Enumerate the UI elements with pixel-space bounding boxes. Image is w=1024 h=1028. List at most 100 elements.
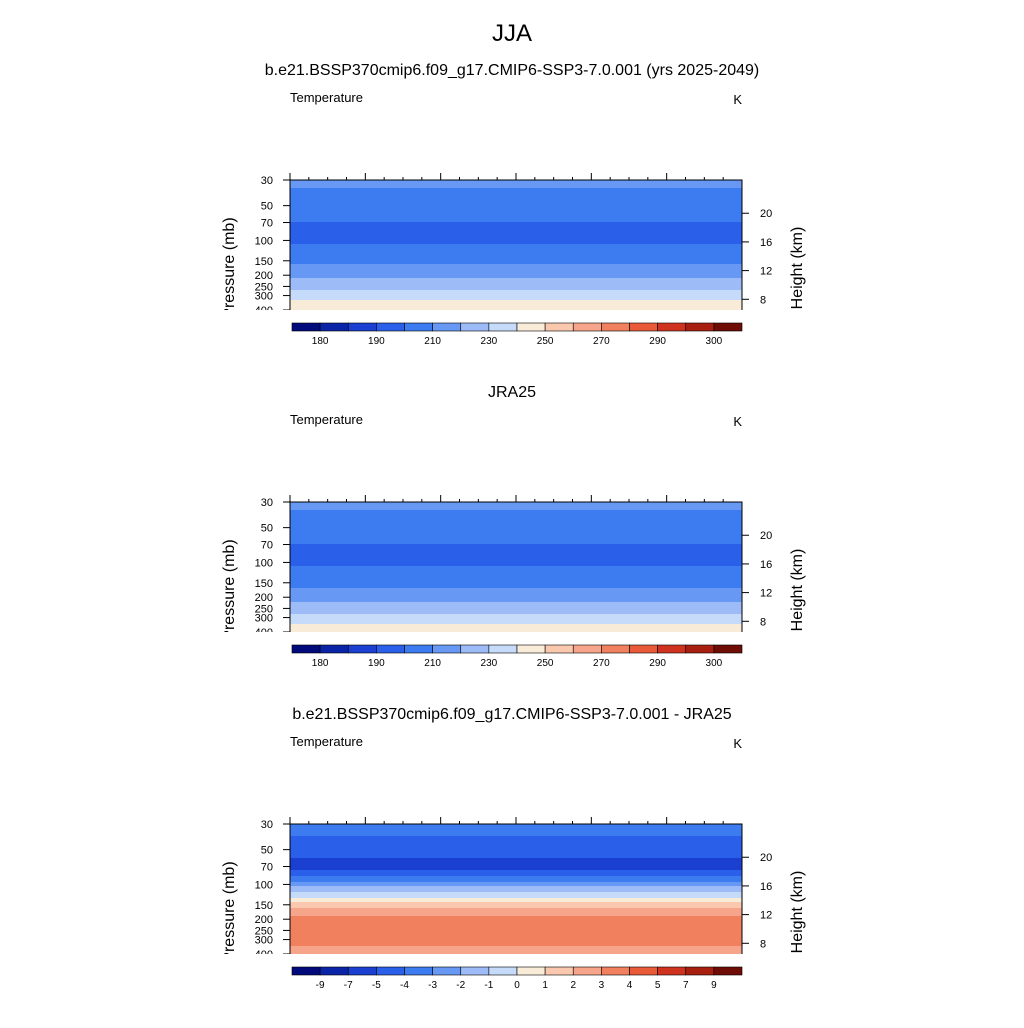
contour-band xyxy=(290,218,742,221)
contour-band xyxy=(290,598,742,601)
y-tick-label: 70 xyxy=(261,540,273,552)
contour-band xyxy=(290,940,742,943)
contour-band xyxy=(290,564,742,567)
colorbar-label: 0 xyxy=(514,980,520,990)
colorbar-label: -4 xyxy=(400,980,409,990)
colorbar-swatch xyxy=(432,322,462,332)
colorbar-swatch xyxy=(516,322,546,332)
contour-band xyxy=(290,580,742,583)
y-tick-label: 100 xyxy=(255,557,273,569)
colorbar-swatch xyxy=(544,322,574,332)
contour-band xyxy=(290,624,742,627)
contour-band xyxy=(290,502,742,505)
contour-band xyxy=(290,578,742,581)
contour-band xyxy=(290,838,742,841)
contour-band xyxy=(290,576,742,579)
contour-band xyxy=(290,184,742,187)
y-tick-label: 300 xyxy=(255,291,273,303)
y2-tick-label: 16 xyxy=(760,237,772,249)
colorbar-swatch xyxy=(657,322,687,332)
contour-band xyxy=(290,864,742,867)
colorbar-swatch xyxy=(404,966,433,976)
contour-band xyxy=(290,904,742,907)
contour-band xyxy=(290,558,742,561)
contour-band xyxy=(290,572,742,575)
units-label: K xyxy=(733,92,742,107)
colorbar-swatch xyxy=(713,966,743,976)
contour-band xyxy=(290,592,742,595)
contour-band xyxy=(290,200,742,203)
y-tick-label: 300 xyxy=(255,935,273,947)
y2-axis-label: Height (km) xyxy=(789,549,806,632)
contour-band xyxy=(290,232,742,235)
y-tick-label: 50 xyxy=(261,845,273,857)
contour-band xyxy=(290,286,742,289)
contour-band xyxy=(290,630,742,632)
contour-band xyxy=(290,574,742,577)
contour-band xyxy=(290,622,742,625)
contour-band xyxy=(290,856,742,859)
contour-band xyxy=(290,848,742,851)
contour-band xyxy=(290,506,742,509)
y-tick-label: 300 xyxy=(255,613,273,625)
contour-band xyxy=(290,252,742,255)
contour-band xyxy=(290,916,742,919)
colorbar-label: 1 xyxy=(542,980,548,990)
contour-band xyxy=(290,238,742,241)
y-axis-label: Pressure (mb) xyxy=(221,217,238,310)
colorbar-label: 9 xyxy=(711,980,717,990)
colorbar-swatch xyxy=(601,322,630,332)
colorbar-swatch xyxy=(657,966,687,976)
contour-band xyxy=(290,246,742,249)
colorbar-label: 270 xyxy=(593,658,610,668)
colorbar-label: 230 xyxy=(481,336,498,346)
colorbar-swatch xyxy=(713,322,743,332)
colorbar: 180 190 210 230 250 270 290 300 xyxy=(291,322,743,346)
y2-tick-label: 8 xyxy=(760,294,766,306)
colorbar-swatch xyxy=(685,966,715,976)
contour-band xyxy=(290,612,742,615)
contour-band xyxy=(290,260,742,263)
y-tick-label: 30 xyxy=(261,175,273,187)
contour-band xyxy=(290,186,742,189)
contour-band xyxy=(290,204,742,207)
contour-band xyxy=(290,918,742,921)
colorbar-label: 190 xyxy=(368,336,385,346)
contour-band xyxy=(290,188,742,191)
contour-band xyxy=(290,590,742,593)
y-tick-label: 50 xyxy=(261,523,273,535)
contour-band xyxy=(290,216,742,219)
contour-band xyxy=(290,202,742,205)
colorbar-swatch xyxy=(347,644,377,654)
contour-band xyxy=(290,550,742,553)
contour-band xyxy=(290,560,742,563)
contour-band xyxy=(290,868,742,871)
contour-band xyxy=(290,198,742,201)
colorbar-swatch xyxy=(291,644,321,654)
colorbar-label: -2 xyxy=(456,980,465,990)
y2-tick-label: 20 xyxy=(760,208,772,220)
contour-band xyxy=(290,610,742,613)
y-axis-label: Pressure (mb) xyxy=(221,861,238,954)
variable-label: Temperature xyxy=(290,412,363,427)
contour-band xyxy=(290,528,742,531)
colorbar-swatch xyxy=(629,966,658,976)
colorbar-label: -5 xyxy=(372,980,381,990)
contour-band xyxy=(290,870,742,873)
contour-band xyxy=(290,928,742,931)
panel-difference: b.e21.BSSP370cmip6.f09_g17.CMIP6-SSP3-7.… xyxy=(0,706,1024,1028)
contour-band xyxy=(290,926,742,929)
contour-band xyxy=(290,270,742,273)
colorbar: 180 190 210 230 250 270 290 300 xyxy=(291,644,743,668)
contour-plot: 060E120E180120W60W3050701001502002503004… xyxy=(221,412,806,632)
colorbar-swatch xyxy=(713,644,743,654)
contour-band xyxy=(290,538,742,541)
colorbar-label: 270 xyxy=(593,336,610,346)
panel-title: JRA25 xyxy=(487,384,537,401)
colorbar-label: 7 xyxy=(683,980,689,990)
contour-band xyxy=(290,828,742,831)
contour-band xyxy=(290,526,742,529)
contour-band xyxy=(290,914,742,917)
y-tick-label: 200 xyxy=(255,914,273,926)
contour-band xyxy=(290,544,742,547)
